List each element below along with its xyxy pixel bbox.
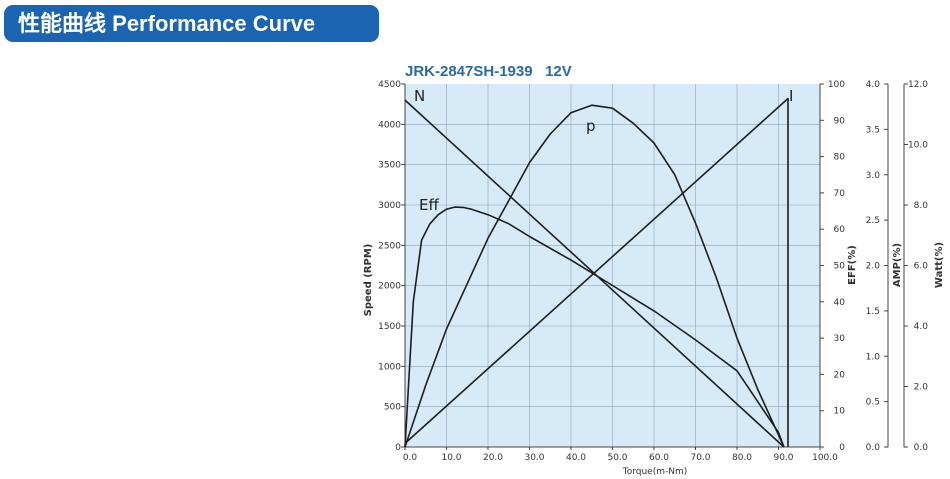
eff-tick-label: 70	[834, 189, 846, 199]
speed-tick-label: 1500	[378, 322, 401, 332]
curve-label-i: I	[789, 87, 793, 105]
watt-tick-label: 0.0	[914, 443, 929, 453]
eff-tick-label: 80	[834, 153, 846, 163]
watt-axis-title: Watt(%)	[934, 242, 945, 288]
x-tick-label: 60.0	[649, 453, 669, 463]
amp-tick-label: 1.5	[866, 307, 880, 317]
curve-label-p: p	[586, 117, 596, 135]
watt-tick-label: 2.0	[914, 383, 929, 393]
speed-tick-label: 2000	[378, 282, 401, 292]
curve-p	[404, 104, 785, 448]
amp-tick-label: 0.5	[866, 398, 880, 408]
eff-tick-label: 50	[834, 262, 846, 272]
eff-tick-label: 20	[834, 370, 846, 380]
eff-tick-label: 10	[834, 407, 846, 417]
x-tick-label: 10.0	[441, 453, 461, 463]
eff-tick-label: 100	[828, 80, 845, 90]
amp-tick-label: 2.0	[866, 262, 881, 272]
x-tick-label: 30.0	[524, 453, 544, 463]
eff-tick-label: 60	[834, 225, 846, 235]
x-tick-label: 70.0	[690, 453, 710, 463]
watt-tick-label: 8.0	[914, 201, 929, 211]
watt-tick-label: 4.0	[914, 322, 929, 332]
watt-tick-label: 6.0	[914, 262, 929, 272]
eff-tick-label: 0	[839, 443, 845, 453]
title-banner: 性能曲线 Performance Curve	[4, 5, 379, 42]
speed-tick-label: 3000	[378, 201, 401, 211]
speed-tick-label: 1000	[378, 362, 401, 372]
watt-tick-label: 12.0	[908, 80, 928, 90]
amp-tick-label: 3.5	[866, 125, 880, 135]
amp-tick-label: 2.5	[866, 216, 880, 226]
amp-axis-title: AMP(%)	[892, 243, 903, 287]
amp-tick-label: 4.0	[866, 80, 881, 90]
speed-tick-label: 0	[395, 443, 401, 453]
speed-axis-title: Speed (RPM)	[363, 244, 374, 317]
x-tick-label: 50.0	[607, 453, 627, 463]
amp-tick-label: 3.0	[866, 171, 881, 181]
speed-tick-label: 3500	[378, 161, 401, 171]
eff-tick-label: 30	[834, 334, 846, 344]
chart-title: JRK-2847SH-1939 12V	[405, 63, 572, 80]
curve-eff	[404, 206, 785, 448]
speed-tick-label: 2500	[378, 241, 401, 251]
x-tick-label: 80.0	[732, 453, 752, 463]
watt-tick-label: 10.0	[908, 141, 928, 151]
eff-tick-label: 40	[834, 298, 846, 308]
speed-tick-label: 4500	[378, 80, 401, 90]
amp-tick-label: 1.0	[866, 352, 881, 362]
curves: N Ip Eff	[404, 87, 793, 448]
curve-label-n: N	[414, 87, 425, 105]
speed-tick-label: 4000	[378, 120, 401, 130]
speed-tick-label: 500	[384, 403, 401, 413]
x-tick-label: 40.0	[566, 453, 586, 463]
curve-label-eff: Eff	[419, 196, 439, 214]
tick-labels: 0.0 10.0 20.0 30.0 40.0 50.0 60.0 70.0 80.0 90.0 1…	[378, 80, 928, 463]
torque-axis-title: Torque(m-Nm)	[622, 467, 688, 477]
eff-tick-label: 90	[834, 116, 846, 126]
eff-axis-title: EFF(%)	[847, 245, 858, 285]
x-tick-label: 20.0	[483, 453, 503, 463]
axis-frame	[401, 83, 908, 450]
x-tick-label: 0.0	[403, 453, 418, 463]
banner-title-cn: 性能曲线	[18, 11, 107, 36]
curve-i	[404, 97, 789, 447]
axis-titles: Speed (RPM) EFF(%) AMP(%) Watt(%) Torque(m-N…	[363, 242, 945, 477]
banner-title-en: Performance Curve	[112, 11, 316, 36]
x-tick-label: 100.0	[812, 453, 838, 463]
amp-tick-label: 0.0	[866, 443, 881, 453]
x-tick-label: 90.0	[773, 453, 793, 463]
